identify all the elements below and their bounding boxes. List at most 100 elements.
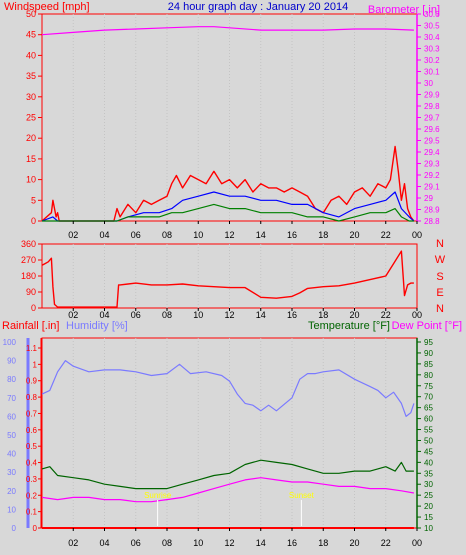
rain-tick-label: 0.2 bbox=[26, 491, 38, 500]
baro-tick-label: 28.9 bbox=[424, 206, 440, 215]
wind-tick-label: 45 bbox=[26, 30, 36, 40]
x-tick-label: 04 bbox=[99, 538, 109, 548]
baro-tick-label: 29.7 bbox=[424, 114, 440, 123]
temperature-line bbox=[41, 459, 414, 490]
temp-tick-label: 65 bbox=[424, 404, 433, 413]
x-tick-label: 14 bbox=[256, 230, 266, 240]
humidity-tick-label: 60 bbox=[7, 412, 16, 421]
x-tick-label: 18 bbox=[318, 310, 328, 320]
windspeed-label: Windspeed [mph] bbox=[4, 1, 90, 13]
rain-tick-label: 0.6 bbox=[26, 426, 38, 435]
baro-tick-label: 29.2 bbox=[424, 171, 440, 180]
x-tick-label: 10 bbox=[193, 310, 203, 320]
temp-tick-label: 95 bbox=[424, 338, 433, 347]
humidity-tick-label: 80 bbox=[7, 375, 16, 384]
x-tick-label: 08 bbox=[162, 310, 172, 320]
sunset-label: Sunset bbox=[289, 491, 315, 500]
wind_low-line bbox=[42, 203, 414, 222]
temp-tick-label: 40 bbox=[424, 458, 433, 467]
temperature-label: Temperature [°F] bbox=[308, 320, 390, 332]
x-tick-label: 02 bbox=[68, 310, 78, 320]
humidity-tick-label: 50 bbox=[7, 431, 16, 440]
temp-tick-label: 70 bbox=[424, 393, 433, 402]
baro-tick-label: 30.2 bbox=[424, 56, 440, 65]
temp-tick-label: 85 bbox=[424, 360, 433, 369]
chart-title: 24 hour graph day : January 20 2014 bbox=[168, 1, 348, 13]
humidity-tick-label: 70 bbox=[7, 394, 16, 403]
barometer-line bbox=[41, 26, 414, 36]
humidity-tick-label: 20 bbox=[7, 487, 16, 496]
x-tick-label: 12 bbox=[224, 538, 234, 548]
direction-line bbox=[41, 250, 414, 308]
humidity-tick-label: 40 bbox=[7, 450, 16, 459]
x-tick-label: 16 bbox=[287, 230, 297, 240]
x-tick-label: 00 bbox=[412, 310, 422, 320]
x-tick-label: 20 bbox=[349, 230, 359, 240]
temp-tick-label: 80 bbox=[424, 371, 433, 380]
temp-tick-label: 35 bbox=[424, 469, 433, 478]
baro-tick-label: 29.9 bbox=[424, 91, 440, 100]
baro-tick-label: 29.1 bbox=[424, 183, 440, 192]
temp-tick-label: 55 bbox=[424, 426, 433, 435]
temp-tick-label: 90 bbox=[424, 349, 433, 358]
wind-panel bbox=[41, 13, 418, 222]
compass-label: E bbox=[436, 287, 443, 299]
temp-tick-label: 30 bbox=[424, 480, 433, 489]
x-tick-label: 08 bbox=[162, 538, 172, 548]
x-tick-label: 14 bbox=[256, 538, 266, 548]
direction-tick-label: 0 bbox=[31, 303, 36, 313]
temperature-panel bbox=[41, 337, 418, 529]
rain-tick-label: 0 bbox=[33, 524, 38, 533]
humidity-label: Humidity [%] bbox=[66, 320, 128, 332]
x-tick-label: 02 bbox=[68, 538, 78, 548]
barometer-label: Barometer [.in] bbox=[368, 4, 440, 16]
wind-tick-label: 20 bbox=[26, 133, 36, 143]
temp-tick-label: 10 bbox=[424, 524, 433, 533]
wind-tick-label: 25 bbox=[26, 113, 36, 123]
wind_avg-line bbox=[41, 191, 415, 222]
rain-tick-label: 0.7 bbox=[26, 409, 38, 418]
wind-tick-label: 5 bbox=[31, 195, 36, 205]
humidity-line bbox=[41, 360, 415, 417]
temp-tick-label: 75 bbox=[424, 382, 433, 391]
humidity-tick-label: 100 bbox=[3, 338, 17, 347]
baro-tick-label: 30.6 bbox=[424, 10, 440, 19]
x-tick-label: 20 bbox=[349, 538, 359, 548]
x-tick-label: 10 bbox=[193, 538, 203, 548]
temp-tick-label: 50 bbox=[424, 436, 433, 445]
compass-label: N bbox=[436, 303, 444, 315]
x-tick-label: 06 bbox=[131, 310, 141, 320]
direction-tick-label: 360 bbox=[21, 239, 36, 249]
wind-tick-label: 35 bbox=[26, 71, 36, 81]
x-tick-label: 22 bbox=[381, 538, 391, 548]
wind-tick-label: 10 bbox=[26, 175, 36, 185]
dewpoint-line bbox=[41, 477, 415, 503]
x-tick-label: 00 bbox=[412, 230, 422, 240]
baro-tick-label: 29.3 bbox=[424, 160, 440, 169]
x-tick-label: 04 bbox=[99, 310, 109, 320]
dewpoint-label: Dew Point [°F] bbox=[392, 320, 462, 332]
rain-tick-label: 0.8 bbox=[26, 393, 38, 402]
compass-label: S bbox=[436, 271, 443, 283]
temp-tick-label: 45 bbox=[424, 447, 433, 456]
x-tick-label: 18 bbox=[318, 230, 328, 240]
temp-tick-label: 15 bbox=[424, 513, 433, 522]
baro-tick-label: 29.5 bbox=[424, 137, 440, 146]
humidity-tick-label: 30 bbox=[7, 468, 16, 477]
rain-tick-label: 0.3 bbox=[26, 475, 38, 484]
direction-tick-label: 90 bbox=[26, 287, 36, 297]
rain-tick-label: 0.4 bbox=[26, 459, 38, 468]
x-tick-label: 16 bbox=[287, 538, 297, 548]
baro-tick-label: 30.1 bbox=[424, 68, 440, 77]
baro-tick-label: 30 bbox=[424, 79, 433, 88]
baro-tick-label: 29.6 bbox=[424, 125, 440, 134]
compass-label: W bbox=[435, 254, 446, 266]
humidity-tick-label: 0 bbox=[12, 524, 17, 533]
rain-tick-label: 0.9 bbox=[26, 377, 38, 386]
x-tick-label: 22 bbox=[381, 310, 391, 320]
wind-tick-label: 50 bbox=[26, 9, 36, 19]
x-tick-label: 12 bbox=[224, 310, 234, 320]
x-tick-label: 00 bbox=[412, 538, 422, 548]
wind-tick-label: 15 bbox=[26, 154, 36, 164]
wind-tick-label: 40 bbox=[26, 50, 36, 60]
